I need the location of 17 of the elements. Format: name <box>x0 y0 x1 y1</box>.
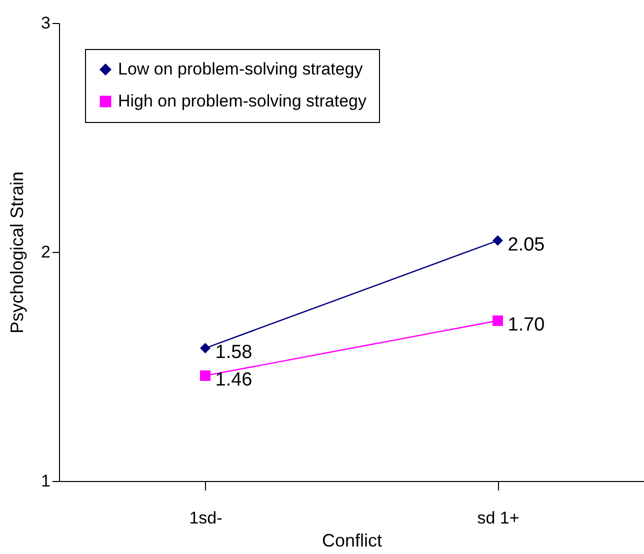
y-axis-title: Psychological Strain <box>7 171 28 334</box>
x-tick-label: sd 1+ <box>477 508 520 528</box>
point <box>200 342 210 354</box>
legend-label: Low on problem-solving strategy <box>118 60 364 78</box>
data-label: 1.58 <box>215 342 252 364</box>
y-tick-label: 1 <box>41 472 50 490</box>
y-tick-label: 2 <box>41 242 50 262</box>
data-label: 1.46 <box>215 370 252 391</box>
data-label: 2.05 <box>508 234 545 256</box>
point <box>200 370 210 381</box>
legend-label: High on problem-solving strategy <box>118 92 368 110</box>
data-label: 1.70 <box>508 314 545 336</box>
y-tick-label: 3 <box>41 14 50 32</box>
point <box>492 235 503 246</box>
x-axis-title: Conflict <box>322 530 382 550</box>
point <box>492 315 503 326</box>
x-tick-label: 1sd- <box>189 508 222 528</box>
